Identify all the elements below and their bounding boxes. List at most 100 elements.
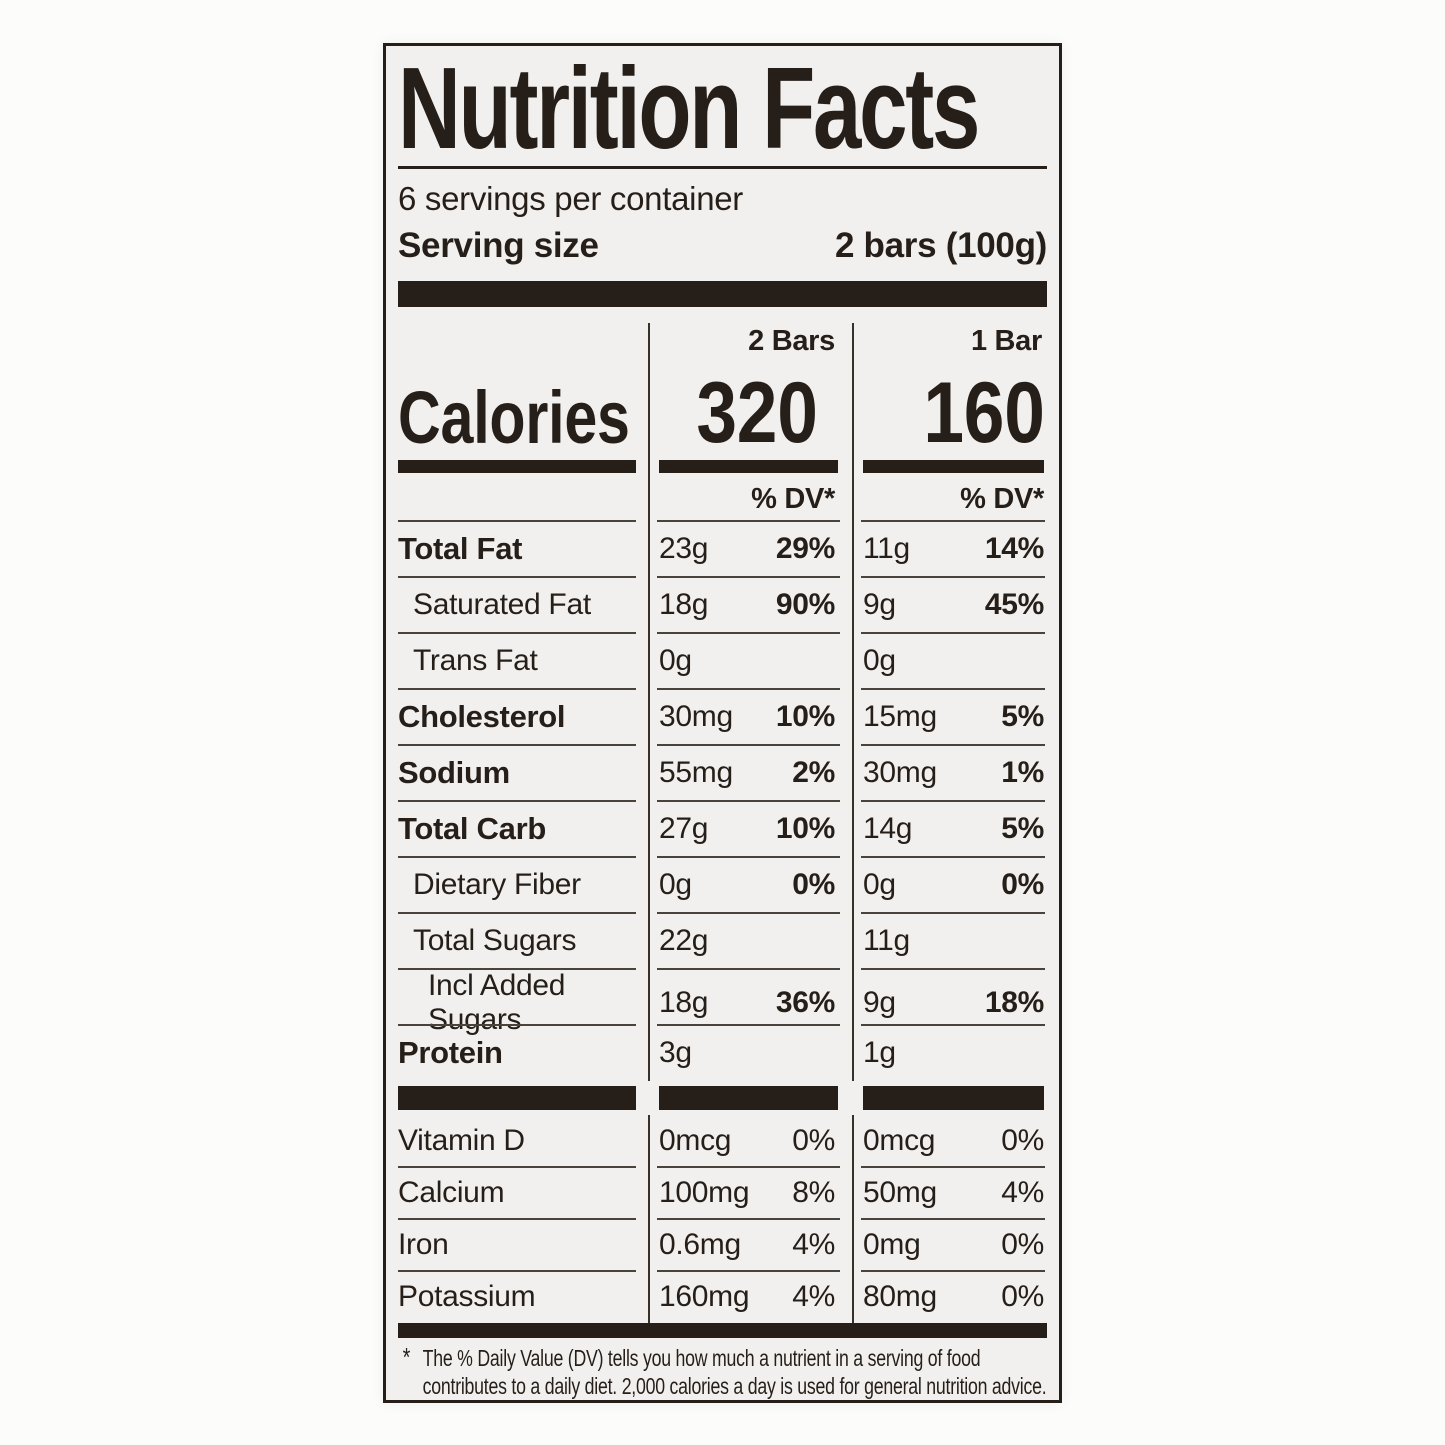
nutrient-row: Total Sugars 22g 11g	[398, 912, 1047, 969]
nutrient-dv: 18%	[984, 986, 1044, 1019]
nutrient-dv: 10%	[775, 812, 835, 845]
nutrient-name: Total Carb	[398, 811, 546, 846]
nutrient-amount: 1g	[863, 1036, 896, 1069]
serving-size-value: 2 bars (100g)	[834, 226, 1047, 265]
nutrient-amount: 18g	[659, 588, 709, 621]
nutrient-name: Cholesterol	[398, 699, 566, 734]
nutrient-dv: 0%	[792, 1124, 835, 1157]
nutrient-name: Total Fat	[398, 531, 523, 566]
nutrient-dv: 29%	[775, 532, 835, 565]
calories-underline-bar	[852, 457, 1047, 475]
calories-underline-bar	[648, 457, 852, 475]
calories-section: Calories 2 Bars 1 Bar 320 160 % DV* % DV…	[398, 307, 1047, 521]
nutrient-row: Iron 0.6mg 4% 0mg 0%	[398, 1218, 1047, 1271]
nutrient-amount: 0g	[659, 868, 692, 901]
nutrient-row: Vitamin D 0mcg 0% 0mcg 0%	[398, 1115, 1047, 1167]
servings-per-container: 6 servings per container	[398, 180, 743, 217]
nutrient-amount: 14g	[863, 812, 913, 845]
nutrient-amount: 15mg	[863, 700, 937, 733]
nutrient-dv: 4%	[1001, 1176, 1044, 1209]
nutrient-name: Saturated Fat	[413, 588, 591, 621]
calories-label: Calories	[398, 376, 630, 459]
nutrient-row: Protein 3g 1g	[398, 1024, 1047, 1081]
nutrient-dv: 0%	[1001, 1280, 1044, 1313]
nutrient-row: Total Carb 27g 10% 14g 5%	[398, 800, 1047, 857]
nutrient-amount: 0.6mg	[659, 1228, 741, 1261]
nutrient-name: Incl Added Sugars	[428, 969, 566, 1036]
nutrient-dv: 5%	[1001, 812, 1044, 845]
nutrient-name: Dietary Fiber	[413, 868, 581, 901]
nutrient-dv: 0%	[1001, 1228, 1044, 1261]
nutrient-name: Calcium	[398, 1176, 505, 1209]
nutrient-amount: 55mg	[659, 756, 733, 789]
nutrient-dv: 4%	[792, 1228, 835, 1261]
nutrient-amount: 11g	[863, 924, 910, 957]
nutrient-name: Protein	[398, 1035, 503, 1070]
footnote-line: The % Daily Value (DV) tells you how muc…	[422, 1345, 981, 1371]
nutrient-row: Dietary Fiber 0g 0% 0g 0%	[398, 856, 1047, 913]
serving-size-row: Serving size 2 bars (100g)	[398, 224, 1047, 268]
calories-value-1bar: 160	[852, 361, 1047, 457]
nutrient-amount: 80mg	[863, 1280, 937, 1313]
nutrient-amount: 0mcg	[863, 1124, 936, 1157]
nutrient-dv: 45%	[984, 588, 1044, 621]
nutrient-amount: 0mg	[863, 1228, 921, 1261]
column-header-2bars: 2 Bars	[648, 323, 852, 361]
serving-size-label: Serving size	[398, 226, 599, 265]
nutrient-name: Potassium	[398, 1280, 536, 1313]
title-divider	[398, 166, 1047, 169]
nutrient-name: Trans Fat	[413, 644, 538, 677]
footnote: * The % Daily Value (DV) tells you how m…	[398, 1342, 1047, 1400]
nutrient-dv: 36%	[775, 986, 835, 1019]
protein-divider-bar	[863, 1086, 1044, 1110]
nutrient-amount: 9g	[863, 986, 896, 1019]
protein-divider-row	[398, 1081, 1047, 1115]
nutrient-amount: 30mg	[659, 700, 733, 733]
footnote-line: contributes to a daily diet. 2,000 calor…	[422, 1373, 1047, 1399]
nutrient-row: Trans Fat 0g 0g	[398, 632, 1047, 689]
nutrient-amount: 30mg	[863, 756, 937, 789]
mineral-rows: Vitamin D 0mcg 0% 0mcg 0% Calcium 100mg 8% 50mg 4…	[398, 1115, 1047, 1323]
nutrient-row: Calcium 100mg 8% 50mg 4%	[398, 1166, 1047, 1219]
nutrient-amount: 0mcg	[659, 1124, 732, 1157]
dv-header-spacer	[398, 475, 648, 521]
nutrient-amount: 100mg	[659, 1176, 750, 1209]
nutrient-amount: 0g	[863, 868, 896, 901]
calories-value-2bars: 320	[648, 361, 852, 457]
nutrient-amount: 11g	[863, 532, 910, 565]
nutrient-dv: 4%	[792, 1280, 835, 1313]
nutrient-row: Potassium 160mg 4% 80mg 0%	[398, 1270, 1047, 1323]
nutrient-row: Incl Added Sugars 18g 36% 9g 18%	[398, 968, 1047, 1037]
nutrient-row: Cholesterol 30mg 10% 15mg 5%	[398, 688, 1047, 745]
nutrient-dv: 0%	[1001, 868, 1044, 901]
divider-bar-thick	[398, 281, 1047, 307]
nutrient-row: Saturated Fat 18g 90% 9g 45%	[398, 576, 1047, 633]
footnote-marker: *	[402, 1342, 411, 1372]
label-title: Nutrition Facts	[398, 43, 980, 173]
nutrient-row: Total Fat 23g 29% 11g 14%	[398, 520, 1047, 577]
nutrient-rows: Total Fat 23g 29% 11g 14% Saturated Fat 18g 90%…	[398, 520, 1047, 1081]
nutrient-amount: 160mg	[659, 1280, 750, 1313]
nutrient-amount: 9g	[863, 588, 896, 621]
protein-divider-bar	[398, 1086, 636, 1110]
bottom-divider-bar	[398, 1323, 1047, 1338]
nutrient-amount: 3g	[659, 1036, 692, 1069]
nutrient-dv: 1%	[1001, 756, 1044, 789]
nutrient-amount: 50mg	[863, 1176, 937, 1209]
nutrient-name: Vitamin D	[398, 1124, 525, 1157]
nutrient-amount: 18g	[659, 986, 709, 1019]
nutrient-name: Sodium	[398, 755, 510, 790]
nutrient-amount: 0g	[659, 644, 692, 677]
nutrient-dv: 5%	[1001, 700, 1044, 733]
nutrient-amount: 0g	[863, 644, 896, 677]
dv-header-2bars: % DV*	[648, 475, 852, 521]
nutrient-dv: 0%	[1001, 1124, 1044, 1157]
nutrient-dv: 14%	[984, 532, 1044, 565]
nutrient-name: Iron	[398, 1228, 449, 1261]
nutrient-name: Total Sugars	[413, 924, 577, 957]
dv-header-1bar: % DV*	[852, 475, 1047, 521]
nutrient-dv: 90%	[775, 588, 835, 621]
calories-underline-bar	[398, 457, 648, 475]
nutrient-dv: 2%	[792, 756, 835, 789]
nutrient-dv: 8%	[792, 1176, 835, 1209]
